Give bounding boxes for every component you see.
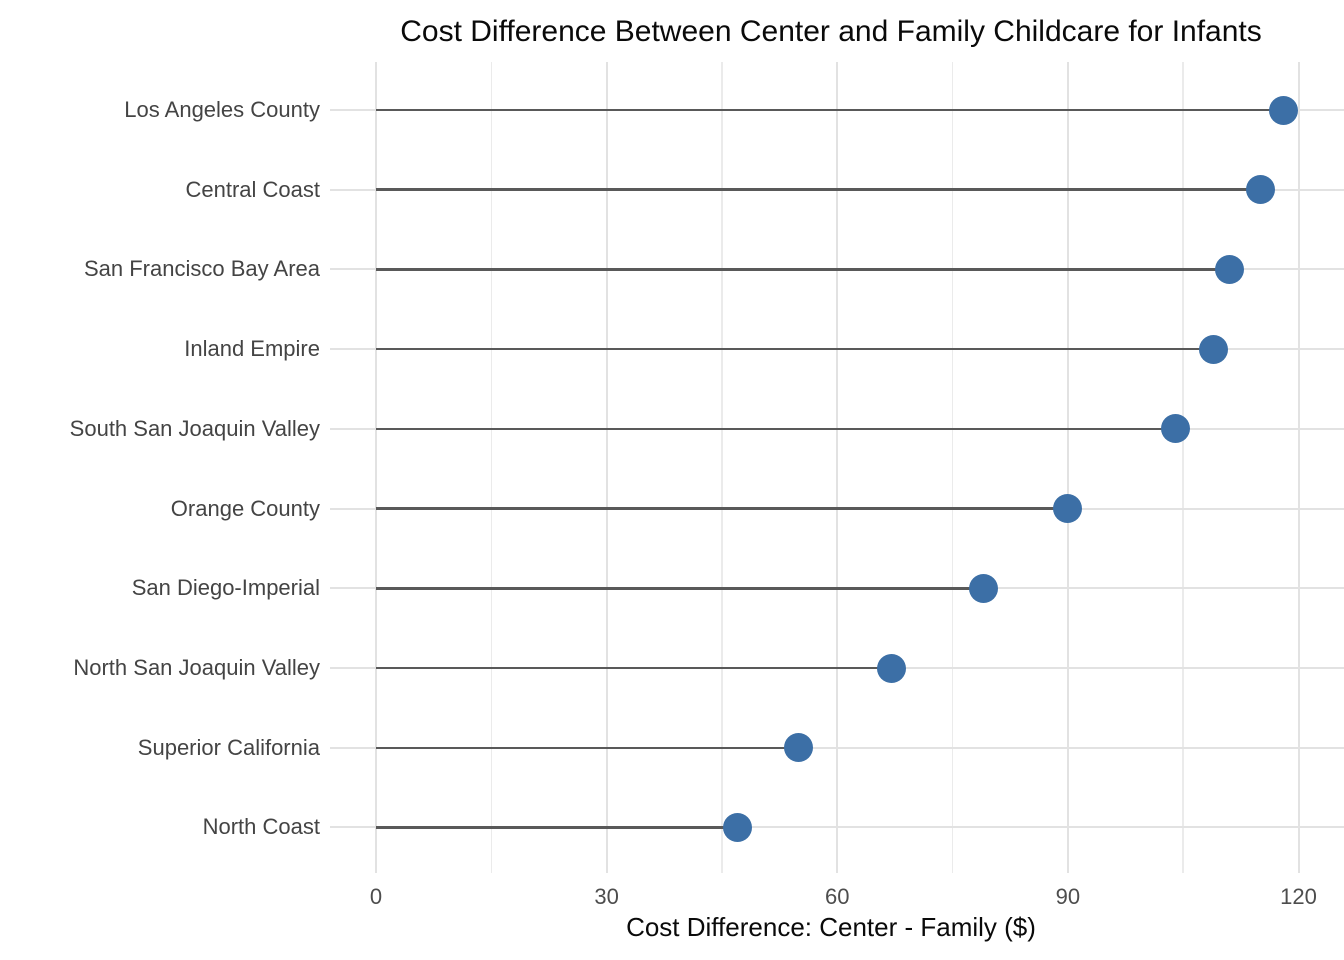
y-axis-label: North Coast bbox=[202, 814, 320, 840]
x-tick-label: 120 bbox=[1280, 884, 1317, 909]
x-tick-label: 0 bbox=[369, 884, 383, 909]
y-gridline bbox=[376, 746, 1344, 749]
lollipop-dot bbox=[1245, 175, 1275, 205]
lollipop-stem bbox=[376, 666, 892, 670]
y-axis-label: San Diego-Imperial bbox=[131, 575, 320, 601]
y-axis-tick bbox=[330, 188, 376, 191]
y-axis-tick bbox=[330, 507, 376, 510]
y-axis-tick bbox=[330, 109, 376, 111]
x-gridline-minor bbox=[1182, 62, 1184, 873]
y-axis-tick bbox=[330, 746, 376, 749]
y-axis-tick bbox=[330, 427, 376, 430]
lollipop-dot bbox=[1214, 254, 1244, 284]
x-gridline-major bbox=[836, 62, 839, 873]
x-tick-label: 60 bbox=[825, 884, 850, 909]
lollipop-stem bbox=[376, 268, 1230, 271]
y-axis-tick bbox=[330, 348, 376, 351]
y-axis-label: South San Joaquin Valley bbox=[69, 415, 320, 441]
lollipop-dot bbox=[722, 812, 752, 842]
y-axis-label: North San Joaquin Valley bbox=[73, 655, 320, 681]
lollipop-stem bbox=[376, 826, 738, 829]
lollipop-dot bbox=[1199, 334, 1229, 364]
y-axis-tick bbox=[330, 667, 376, 670]
x-gridline-minor bbox=[721, 62, 723, 873]
lollipop-stem bbox=[376, 507, 1068, 510]
lollipop-dot bbox=[1161, 414, 1190, 444]
y-axis-tick bbox=[330, 826, 376, 829]
lollipop-dot bbox=[1268, 95, 1298, 125]
y-gridline bbox=[376, 826, 1344, 829]
lollipop-dot bbox=[1053, 494, 1083, 524]
lollipop-dot bbox=[784, 733, 814, 763]
chart-title: Cost Difference Between Center and Famil… bbox=[400, 15, 1262, 48]
x-tick-label: 90 bbox=[1055, 884, 1081, 909]
x-gridline-major bbox=[1297, 62, 1300, 873]
y-axis-tick bbox=[330, 587, 376, 590]
x-gridline-minor bbox=[951, 62, 954, 873]
lollipop-dot bbox=[876, 653, 906, 683]
lollipop-stem bbox=[376, 347, 1214, 351]
y-axis-tick bbox=[330, 268, 376, 271]
x-gridline-major bbox=[605, 62, 608, 873]
lollipop-stem bbox=[376, 108, 1284, 112]
lollipop-stem bbox=[376, 188, 1261, 191]
x-gridline-major bbox=[375, 62, 377, 873]
x-tick-label: 30 bbox=[594, 884, 619, 909]
lollipop-stem bbox=[376, 427, 1176, 431]
lollipop-dot bbox=[968, 573, 998, 603]
x-axis-title: Cost Difference: Center - Family ($) bbox=[626, 912, 1036, 942]
lollipop-stem bbox=[376, 587, 984, 590]
y-axis-label: Superior California bbox=[137, 734, 320, 760]
y-axis-label: Orange County bbox=[170, 495, 320, 521]
y-axis-label: Central Coast bbox=[185, 176, 320, 202]
y-axis-label: Los Angeles County bbox=[124, 97, 320, 122]
y-axis-label: San Francisco Bay Area bbox=[83, 256, 320, 282]
y-axis-label: Inland Empire bbox=[184, 336, 320, 362]
lollipop-stem bbox=[376, 746, 799, 749]
x-gridline-major bbox=[1066, 62, 1069, 873]
x-gridline-minor bbox=[490, 62, 493, 873]
